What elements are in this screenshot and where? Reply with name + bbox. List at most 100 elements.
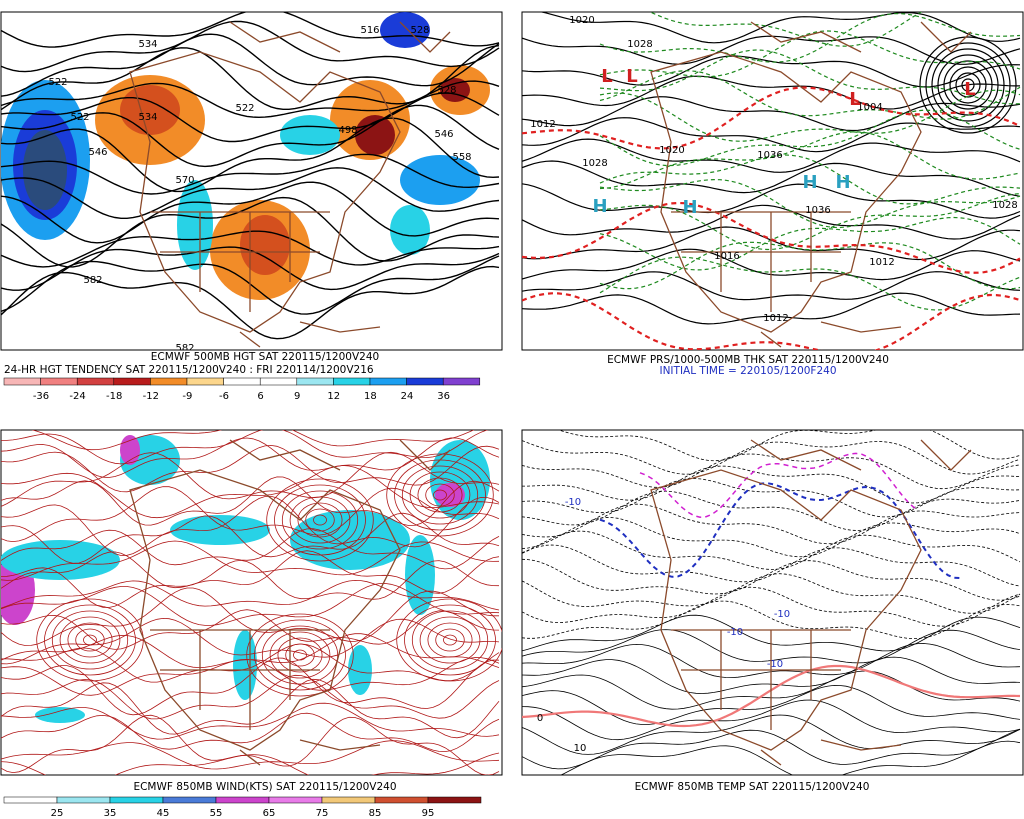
panel-subtitle: 24-HR HGT TENDENCY SAT 220115/1200V240 :… [4, 364, 374, 376]
colorbar-swatch [333, 377, 371, 386]
streamline [274, 484, 366, 556]
blob [405, 535, 435, 615]
isotherm [522, 558, 1021, 601]
isobar [522, 35, 1021, 65]
streamline [411, 610, 489, 670]
colorbar-swatch [40, 377, 78, 386]
contour-label: 1020 [569, 15, 594, 26]
isobar [949, 66, 987, 104]
thickness [599, 216, 1021, 271]
panel-title: ECMWF 850MB TEMP SAT 220115/1200V240 [635, 781, 870, 793]
thickness [599, 193, 1021, 251]
map-frame [521, 11, 1024, 351]
colorbar-label: 6 [257, 391, 263, 402]
colorbar-swatch [186, 377, 224, 386]
streamline [44, 604, 136, 676]
streamline [435, 628, 465, 652]
streamline [1, 495, 500, 556]
coastline [129, 469, 401, 751]
colorbar-label: -18 [106, 391, 122, 402]
colorbar-swatch [427, 796, 482, 804]
colorbar-label: 95 [422, 808, 435, 819]
pressure-center: L [601, 66, 612, 87]
streamline [1, 740, 500, 770]
streamline [409, 471, 471, 519]
pressure-center: H [802, 172, 817, 193]
streamline [31, 430, 475, 451]
colorbar: -36 -24 -18 -12 -9 -6 6 9 12 18 24 36 [3, 377, 481, 402]
height-contour [1, 92, 500, 143]
height-contour [1, 167, 500, 219]
height-contour [1, 12, 500, 48]
contour-label: 558 [452, 152, 471, 163]
panel-title: ECMWF 850MB WIND(KTS) SAT 220115/1200V24… [133, 781, 396, 793]
pressure-center: H [592, 196, 607, 217]
coastline [650, 469, 922, 751]
colorbar-label: 45 [157, 808, 170, 819]
streamline [67, 622, 113, 658]
contour-label: 522 [48, 77, 67, 88]
contour-label: 528 [437, 85, 456, 96]
colorbar-swatch [162, 796, 217, 804]
streamline [1, 582, 500, 626]
coastline [239, 321, 381, 348]
colorbar-swatch [296, 377, 334, 386]
isobar [522, 138, 1021, 173]
blob [280, 115, 340, 155]
panel-0: 534 522 522 546 534 522 498 528 546 558 582 582 570 5… [0, 11, 503, 402]
colorbar-label: 36 [437, 391, 450, 402]
blob [120, 85, 180, 135]
isotherm-blue [599, 482, 961, 580]
streamline [75, 628, 105, 652]
height-contour [1, 104, 500, 168]
contour-label: 534 [138, 112, 157, 123]
map [1, 430, 502, 775]
isobar [961, 78, 975, 92]
streamline [1, 444, 500, 493]
isotherm [522, 453, 1021, 490]
colorbar-label: 18 [364, 391, 377, 402]
contour-label: -10 [767, 659, 783, 670]
height-contour [1, 20, 500, 73]
streamline [1, 714, 500, 775]
pressure-center: L [626, 66, 637, 87]
isobar [522, 204, 1021, 240]
thickness [648, 12, 923, 47]
blob [390, 205, 430, 255]
thickness [599, 12, 1021, 63]
colorbar-label: -9 [182, 391, 192, 402]
streamline [266, 478, 374, 562]
thickness [599, 30, 1021, 78]
isotherm [560, 740, 1021, 775]
blob [35, 707, 85, 723]
isotherm [522, 544, 1021, 587]
streamline [396, 598, 502, 682]
contour-label: 1028 [627, 39, 652, 50]
coastline [760, 739, 902, 766]
coastline [671, 629, 851, 730]
contour-label: 570 [175, 175, 194, 186]
contour-label: 534 [138, 39, 157, 50]
colorbar-swatch [76, 377, 115, 386]
streamline [83, 634, 97, 646]
thickness [599, 70, 1021, 120]
streamline [297, 502, 343, 538]
streamline [386, 453, 494, 537]
isotherm [522, 573, 1021, 614]
streamline [401, 465, 479, 525]
pressure-center: L [849, 89, 860, 110]
coastline [150, 629, 330, 730]
contour-label: -10 [727, 627, 743, 638]
isobar [522, 117, 1021, 153]
isotherm [522, 503, 1021, 545]
colorbar-swatch [109, 796, 164, 804]
thickness [599, 178, 1021, 229]
map-frame [521, 429, 1024, 776]
isobar [925, 42, 1011, 128]
thickness [599, 154, 1021, 205]
blob [170, 515, 270, 545]
streamline [285, 643, 315, 667]
coastline [671, 211, 851, 312]
thickness [599, 49, 1021, 105]
isobar [522, 292, 1021, 325]
